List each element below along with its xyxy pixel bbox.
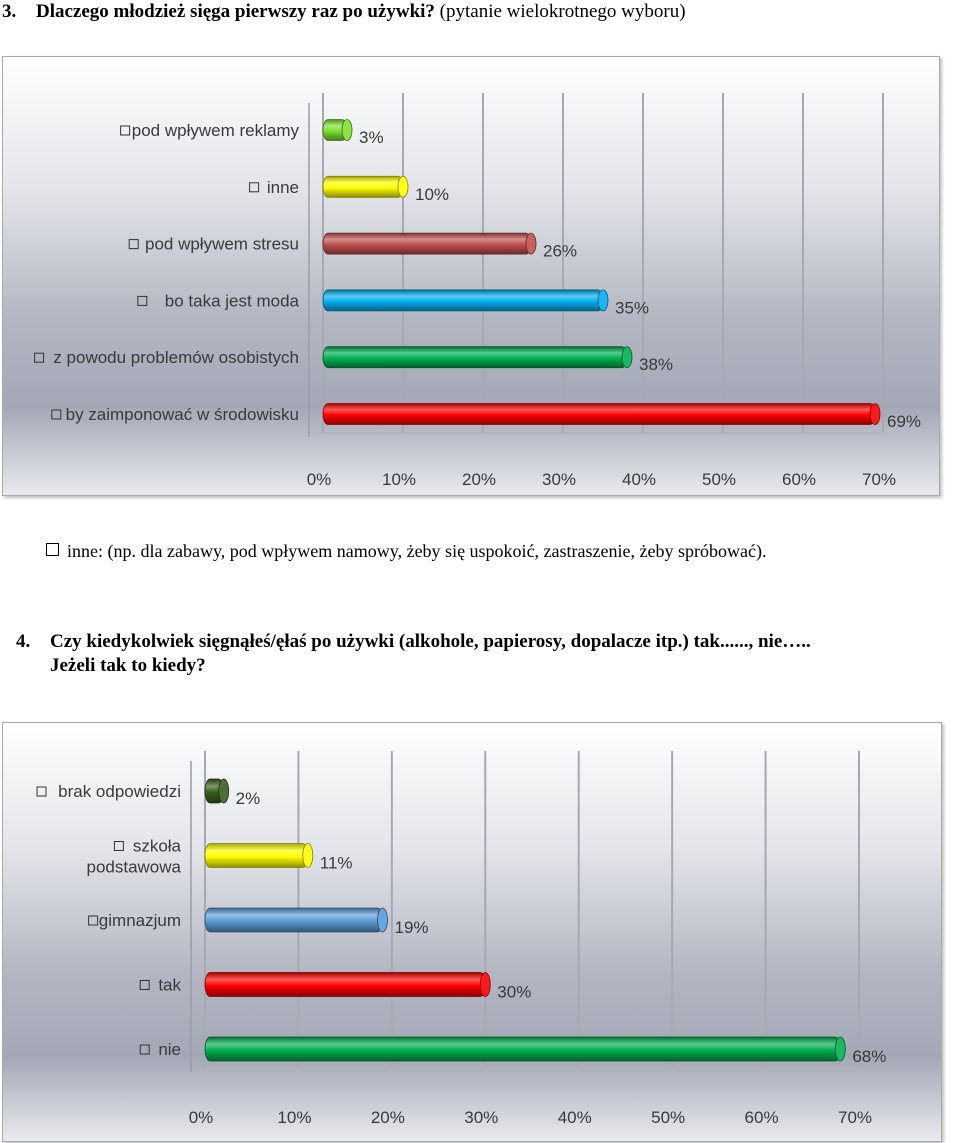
question-3-title: Dlaczego młodzież sięga pierwszy raz po … [36, 1, 435, 22]
bar-end-cap [834, 1036, 846, 1062]
bar [204, 972, 486, 997]
bar-end-cap [218, 778, 230, 804]
x-tick-label: 40% [558, 1108, 592, 1127]
x-tick-label: 50% [651, 1108, 685, 1127]
bar-end-cap [597, 289, 609, 312]
x-tick-label: 20% [371, 1108, 405, 1127]
x-tick-label: 50% [702, 470, 736, 489]
bar [204, 1036, 841, 1062]
bar-end-cap [869, 403, 881, 425]
legend-marker-icon [120, 125, 131, 136]
data-label: 19% [395, 918, 429, 937]
bar-end-cap [525, 232, 537, 255]
data-label: 38% [639, 355, 673, 374]
chart-first-use: 0% 10% 20% 30% 40% 50% 60% 70% 2% brak odpowiedzi… [2, 722, 942, 1142]
legend-marker-icon [139, 1044, 150, 1055]
bar-end-cap [341, 119, 353, 141]
legend-marker-icon [128, 239, 139, 250]
bar [204, 907, 383, 933]
bar [322, 346, 628, 369]
x-tick-label: 20% [462, 470, 496, 489]
category-label: szkoła [133, 837, 182, 856]
data-label: 30% [497, 983, 531, 1002]
category-label: tak [158, 976, 181, 995]
question-4-number: 4. [16, 631, 31, 652]
note-text: inne: (np. dla zabawy, pod wpływem namow… [67, 541, 767, 561]
data-label: 68% [852, 1047, 886, 1066]
bar-end-cap [621, 346, 633, 369]
question-3-heading: 3. Dlaczego młodzież sięga pierwszy raz p… [2, 0, 686, 24]
legend-marker-icon [249, 182, 260, 193]
question-3-number: 3. [2, 1, 17, 22]
x-tick-label: 70% [862, 470, 896, 489]
x-tick-label: 60% [782, 470, 816, 489]
bar [322, 175, 404, 198]
bar-end-cap [302, 843, 314, 868]
category-label: nie [158, 1040, 181, 1059]
category-label: z powodu problemów osobistych [53, 348, 299, 367]
category-label: pod wpływem reklamy [132, 121, 300, 140]
legend-marker-icon [137, 295, 148, 306]
data-label: 11% [320, 854, 353, 873]
question-4-line2: Jeżeli tak to kiedy? [50, 655, 206, 676]
category-label: bo taka jest moda [165, 291, 300, 310]
note-other: inne: (np. dla zabawy, pod wpływem namow… [46, 540, 766, 562]
data-label: 2% [236, 789, 261, 808]
x-tick-label: 0% [307, 470, 332, 489]
chart-reasons: 0% 10% 20% 30% 40% 50% 60% 70% 3% pod wpływem rek… [2, 56, 940, 496]
bar [322, 232, 532, 255]
x-tick-label: 40% [622, 470, 656, 489]
legend-marker-icon [88, 915, 99, 926]
x-tick-label: 30% [464, 1108, 498, 1127]
legend-marker-icon [113, 841, 124, 851]
data-label: 10% [415, 185, 449, 204]
x-tick-label: 10% [382, 470, 416, 489]
data-label: 35% [615, 298, 649, 317]
bar [322, 289, 604, 312]
data-label: 69% [887, 412, 921, 431]
x-tick-label: 70% [838, 1108, 872, 1127]
category-label: brak odpowiedzi [58, 782, 181, 801]
data-label: 3% [359, 128, 384, 147]
category-label: pod wpływem stresu [145, 235, 299, 254]
question-3-subtitle: (pytanie wielokrotnego wyboru) [439, 1, 686, 22]
bar [204, 843, 309, 868]
legend-marker-icon [34, 352, 45, 363]
category-label: gimnazjum [99, 911, 181, 930]
x-tick-label: 60% [745, 1108, 779, 1127]
checkbox-marker-icon [46, 543, 59, 556]
chart-first-use-svg: 0% 10% 20% 30% 40% 50% 60% 70% 2% brak odpowiedzi… [36, 751, 886, 1127]
category-label: by zaimponować w środowisku [66, 405, 299, 424]
question-4-heading: 4. Czy kiedykolwiek sięgnąłeś/ęłaś po uży… [16, 630, 811, 678]
question-4-line1: Czy kiedykolwiek sięgnąłeś/ęłaś po używk… [50, 631, 811, 652]
category-label: inne [267, 178, 299, 197]
bar-end-cap [479, 972, 491, 997]
x-tick-label: 10% [277, 1108, 311, 1127]
data-label: 26% [543, 242, 577, 261]
legend-marker-icon [36, 786, 47, 797]
bar-end-cap [377, 907, 388, 933]
legend-marker-icon [51, 409, 62, 420]
chart-reasons-svg: 0% 10% 20% 30% 40% 50% 60% 70% 3% pod wpływem rek… [34, 93, 921, 489]
x-tick-label: 30% [542, 470, 576, 489]
legend-marker-icon [139, 980, 150, 990]
x-tick-label: 0% [189, 1108, 214, 1127]
category-label: podstawowa [86, 858, 181, 877]
bar [322, 403, 876, 425]
bar-end-cap [397, 175, 409, 198]
